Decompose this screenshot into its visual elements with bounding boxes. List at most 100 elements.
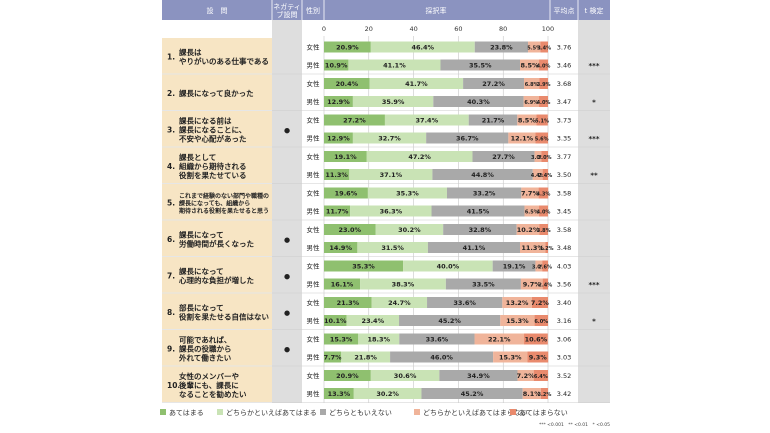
gender-label: 男性 bbox=[307, 353, 321, 362]
legend-swatch bbox=[160, 409, 166, 415]
bar-value-label: 6.4% bbox=[534, 374, 548, 380]
average-score: 3.50 bbox=[557, 171, 571, 179]
bar-value-label: 23.0% bbox=[338, 226, 361, 234]
negative-mark: ● bbox=[284, 236, 290, 244]
bar-segment bbox=[539, 78, 548, 89]
bar-segment bbox=[440, 59, 520, 71]
bar-segment bbox=[520, 278, 543, 290]
bar-value-label: 20.9% bbox=[336, 44, 359, 52]
question-text: 課長になって bbox=[179, 266, 224, 276]
question-cell bbox=[162, 330, 272, 366]
bar-segment bbox=[324, 224, 376, 235]
bar-value-label: 27.7% bbox=[492, 153, 515, 161]
gender-label: 男性 bbox=[307, 61, 321, 70]
bar-segment bbox=[540, 41, 548, 53]
bar-value-label: 5.1% bbox=[535, 119, 549, 125]
average-score: 3.77 bbox=[557, 153, 571, 161]
bar-segment bbox=[524, 205, 540, 217]
bar-value-label: 6.8% bbox=[525, 82, 539, 88]
bar-segment bbox=[443, 224, 517, 235]
bar-value-label: 19.1% bbox=[503, 263, 526, 271]
bar-segment bbox=[508, 132, 536, 144]
question-text: 女性のメンバーや bbox=[179, 371, 239, 381]
bar-value-label: 10.6% bbox=[525, 336, 548, 344]
average-score: 3.56 bbox=[557, 281, 571, 289]
bar-value-label: 7.7% bbox=[324, 354, 343, 362]
gender-label: 女性 bbox=[307, 43, 321, 52]
bar-value-label: 8.1% bbox=[523, 390, 542, 398]
bar-value-label: 32.8% bbox=[469, 226, 492, 234]
question-text: 可能であれば、 bbox=[179, 334, 231, 344]
bar-value-label: 31.5% bbox=[381, 244, 404, 252]
x-tick-label: 40 bbox=[409, 25, 417, 33]
bar-value-label: 46.0% bbox=[430, 354, 453, 362]
question-number: 3. bbox=[167, 125, 175, 134]
x-tick-label: 80 bbox=[499, 25, 507, 33]
bar-value-label: 3.0% bbox=[532, 265, 546, 271]
gender-label: 男性 bbox=[307, 243, 321, 252]
bar-value-label: 20.4% bbox=[336, 80, 359, 88]
question-text: 課長になって bbox=[179, 229, 224, 239]
bar-segment bbox=[528, 41, 541, 53]
bar-segment bbox=[541, 151, 548, 162]
significance-mark: *** bbox=[589, 281, 600, 289]
bar-segment bbox=[545, 242, 548, 253]
gender-label: 男性 bbox=[307, 207, 321, 216]
bar-segment bbox=[524, 333, 548, 345]
bar-value-label: 3.2% bbox=[537, 392, 551, 398]
question-number: 7. bbox=[167, 271, 175, 280]
question-cell bbox=[162, 366, 272, 402]
bar-segment bbox=[523, 96, 540, 107]
legend-swatch bbox=[414, 409, 420, 415]
negative-mark: ● bbox=[284, 272, 290, 280]
bar-value-label: 6.5% bbox=[525, 210, 539, 216]
bar-value-label: 21.3% bbox=[337, 299, 360, 307]
bar-segment bbox=[540, 388, 548, 399]
legend-label: あてはまる bbox=[169, 409, 204, 417]
average-score: 3.48 bbox=[557, 244, 571, 252]
question-text: やりがいのある仕事である bbox=[179, 56, 269, 66]
bar-segment bbox=[522, 388, 541, 399]
bar-segment bbox=[370, 370, 440, 381]
bar-value-label: 2.4% bbox=[538, 283, 552, 289]
bar-value-label: 40.0% bbox=[437, 263, 460, 271]
question-text: 役割を果たせる自信はない bbox=[178, 311, 269, 321]
question-cell bbox=[162, 147, 272, 183]
significance-mark: * bbox=[592, 318, 596, 326]
bar-value-label: 9.7% bbox=[523, 281, 542, 289]
bar-value-label: 10.1% bbox=[324, 317, 347, 325]
bar-segment bbox=[324, 96, 353, 107]
bar-value-label: 27.2% bbox=[482, 80, 505, 88]
bar-segment bbox=[341, 351, 391, 363]
question-text: 組織から期待される bbox=[179, 161, 247, 171]
bar-value-label: 4.3% bbox=[536, 192, 550, 198]
bar-segment bbox=[324, 388, 354, 399]
bar-segment bbox=[439, 370, 518, 381]
bar-value-label: 3.4% bbox=[537, 46, 551, 52]
question-cell bbox=[162, 111, 272, 147]
bar-value-label: 7.2% bbox=[517, 372, 536, 380]
bar-value-label: 7.7% bbox=[521, 190, 540, 198]
bar-segment bbox=[350, 205, 432, 217]
bar-value-label: 4.0% bbox=[537, 210, 551, 216]
bar-value-label: 33.5% bbox=[472, 281, 495, 289]
average-score: 3.47 bbox=[557, 98, 571, 106]
significance-mark: *** bbox=[589, 62, 600, 70]
question-text: これまで経験のない部門や職種の bbox=[179, 192, 269, 200]
bar-segment bbox=[521, 187, 539, 199]
question-text: 心理的な負担が増した bbox=[179, 275, 254, 285]
bar-segment bbox=[399, 315, 501, 326]
bar-segment bbox=[324, 333, 359, 345]
header-avg: 平均点 bbox=[554, 6, 575, 15]
bar-value-label: 8.5% bbox=[521, 62, 540, 70]
bar-segment bbox=[532, 169, 543, 180]
bar-segment bbox=[324, 260, 404, 272]
bar-value-label: 12.9% bbox=[327, 135, 350, 143]
bar-value-label: 35.5% bbox=[469, 62, 492, 70]
question-text: 後輩にも、課長に bbox=[179, 380, 239, 390]
bar-segment bbox=[536, 114, 548, 126]
bar-value-label: 40.3% bbox=[467, 98, 490, 106]
bar-segment bbox=[375, 224, 444, 235]
bar-segment bbox=[324, 315, 347, 326]
average-score: 3.16 bbox=[557, 317, 571, 325]
